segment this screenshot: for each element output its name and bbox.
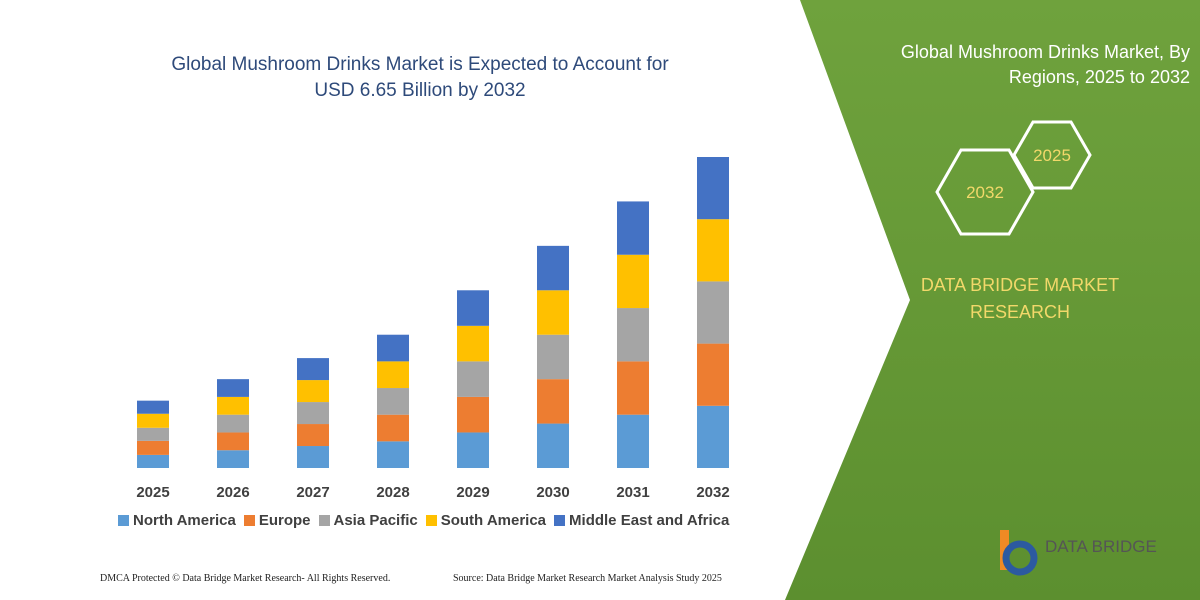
bar-segment: [537, 290, 569, 335]
bar-segment: [457, 325, 489, 362]
bar-segment: [217, 432, 249, 451]
footer-left: DMCA Protected © Data Bridge Market Rese…: [100, 573, 391, 584]
legend-label: North America: [133, 512, 236, 529]
x-tick-label: 2025: [136, 484, 169, 501]
bar-segment: [217, 396, 249, 415]
bar-segment: [297, 446, 329, 468]
bar-segment: [217, 414, 249, 433]
bar-segment: [537, 379, 569, 424]
bar-segment: [457, 361, 489, 397]
legend-swatch: [118, 515, 129, 526]
bar-segment: [297, 380, 329, 403]
logo: DATA BRIDGE: [1000, 530, 1157, 576]
bar-segment: [457, 396, 489, 433]
bar-segment: [617, 254, 649, 309]
bar-segment: [457, 290, 489, 326]
title-line: Global Mushroom Drinks Market is Expecte…: [171, 54, 669, 75]
bar-segment: [617, 361, 649, 415]
legend-swatch: [425, 515, 437, 526]
bar-segment: [217, 379, 249, 397]
bar-segment: [297, 358, 329, 381]
bar-segment: [297, 424, 329, 447]
bar-segment: [537, 423, 569, 468]
bar-segment: [377, 414, 409, 442]
legend-item: Middle East and Africa: [554, 512, 729, 529]
bar-segment: [697, 219, 729, 282]
logo-text: DATA BRIDGE: [1045, 537, 1157, 556]
legend-swatch: [318, 515, 330, 526]
chart-title: Global Mushroom Drinks Market is Expecte…: [100, 52, 740, 104]
x-tick-label: 2031: [616, 484, 649, 501]
bar-segment: [697, 405, 729, 468]
bar-segment: [537, 245, 569, 291]
title-line: USD 6.65 Billion by 2032: [314, 80, 526, 101]
footer-right: Source: Data Bridge Market Research Mark…: [453, 573, 722, 584]
bar-segment: [617, 308, 649, 362]
bar-segment: [137, 427, 169, 441]
hexagon-label: 2032: [966, 183, 1004, 202]
hexagon: [1012, 120, 1092, 190]
legend-item: South America: [425, 512, 547, 529]
side-panel: [785, 0, 1200, 600]
bar-segment: [697, 157, 729, 220]
x-tick-label: 2027: [296, 484, 329, 501]
legend-label: South America: [440, 512, 547, 529]
legend-label: Asia Pacific: [333, 512, 418, 529]
brand-line: RESEARCH: [969, 302, 1071, 322]
bar-segment: [137, 440, 169, 455]
hexagon: [935, 148, 1035, 236]
x-tick-label: 2030: [536, 484, 569, 501]
bar-segment: [377, 388, 409, 415]
bar-segment: [697, 343, 729, 406]
bar-segment: [137, 400, 169, 414]
bar-segment: [617, 201, 649, 255]
bar-segment: [377, 334, 409, 362]
x-tick-label: 2028: [376, 484, 409, 501]
bar-segment: [617, 414, 649, 468]
bar-segment: [377, 441, 409, 468]
bar-segment: [537, 334, 569, 380]
panel-title-line: Global Mushroom Drinks Market, By: [900, 42, 1190, 62]
legend-label: Europe: [258, 512, 311, 529]
legend-item: Europe: [243, 512, 311, 529]
bar-segment: [697, 281, 729, 344]
bar-segment: [217, 450, 249, 468]
bar-segment: [457, 432, 489, 468]
x-tick-label: 2029: [456, 484, 489, 501]
legend-label: Middle East and Africa: [569, 512, 730, 529]
panel-title: Global Mushroom Drinks Market, By Regions…: [830, 40, 1190, 90]
bar-segment: [137, 413, 169, 428]
legend-item: Asia Pacific: [318, 512, 418, 529]
bar-segment: [297, 402, 329, 425]
hexagon-label: 2025: [1033, 146, 1071, 165]
brand: DATA BRIDGE MARKET RESEARCH: [900, 272, 1140, 326]
bar-segment: [137, 454, 169, 468]
x-tick-label: 2032: [696, 484, 729, 501]
panel-title-line: Regions, 2025 to 2032: [1008, 67, 1190, 87]
brand-line: DATA BRIDGE MARKET: [920, 275, 1120, 295]
legend-swatch: [554, 515, 566, 526]
legend-swatch: [243, 515, 255, 526]
x-tick-label: 2026: [216, 484, 249, 501]
legend: North America Europe Asia Pacific South Ame…: [118, 512, 729, 529]
bar-segment: [377, 361, 409, 389]
legend-item: North America: [118, 512, 236, 529]
